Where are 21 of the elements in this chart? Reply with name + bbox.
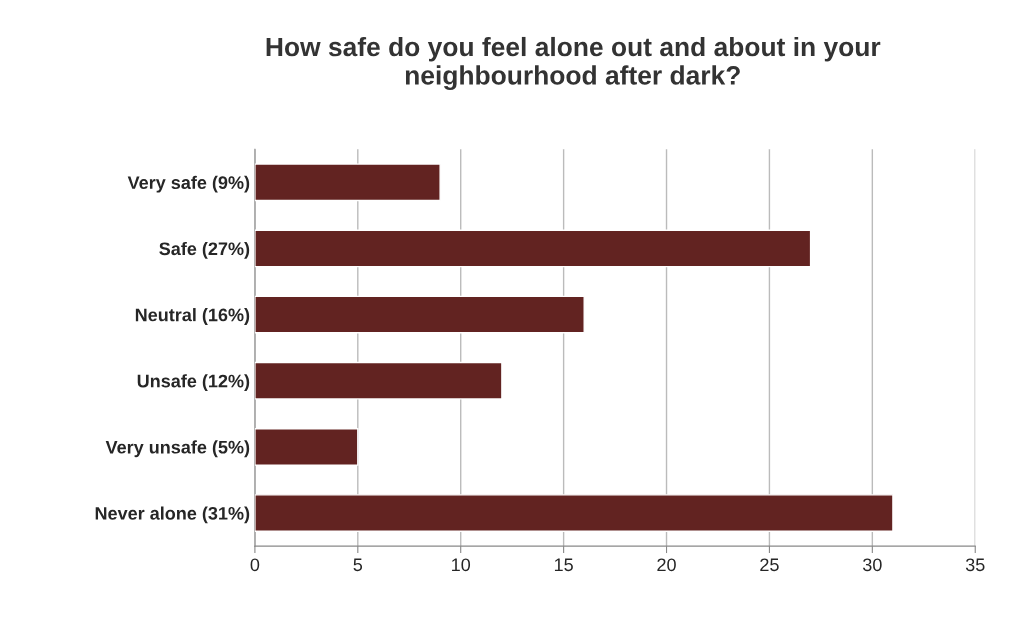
x-tick-label: 20 — [657, 558, 676, 572]
bar — [254, 361, 503, 400]
bar — [254, 295, 585, 334]
y-tick-label: Very unsafe (5%) — [105, 440, 250, 458]
y-tick-label: Unsafe (12%) — [137, 374, 250, 392]
x-tick-label: 0 — [250, 558, 260, 572]
y-tick-label: Safe (27%) — [159, 241, 250, 259]
bar — [254, 427, 359, 466]
x-tick-label: 25 — [760, 558, 779, 572]
chart-title: How safe do you feel alone out and about in your neighbourhood after dark? — [266, 36, 881, 91]
y-tick-label: Very safe (9%) — [127, 175, 250, 193]
x-tick-label: 15 — [554, 558, 573, 572]
x-tick-label: 5 — [353, 558, 363, 572]
x-tick-label: 30 — [862, 558, 882, 572]
bar — [254, 494, 894, 532]
bar — [254, 163, 441, 202]
x-tick-label: 10 — [452, 558, 471, 572]
y-tick-label: Neutral (16%) — [135, 308, 250, 325]
y-tick-label: Never alone (31%) — [95, 506, 250, 524]
bar — [254, 229, 812, 268]
x-tick-label: 35 — [965, 558, 985, 572]
